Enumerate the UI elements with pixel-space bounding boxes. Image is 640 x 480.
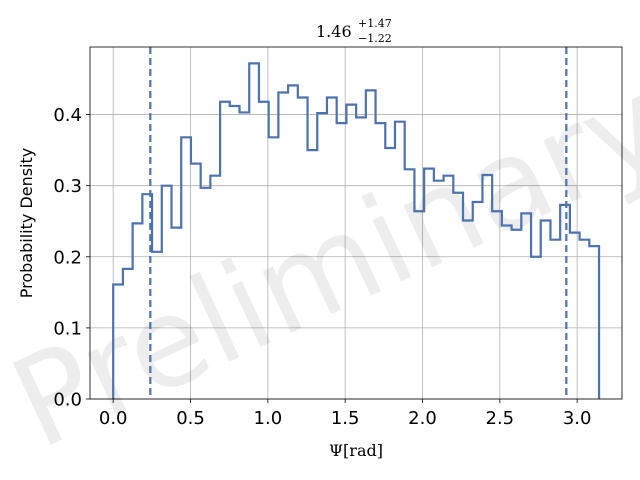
plot-border	[89, 46, 623, 400]
title-lower-error: −1.22	[358, 32, 392, 45]
x-axis-unit: [rad]	[343, 441, 383, 460]
title-value: 1.46	[316, 22, 352, 41]
y-tick-label-0: 0.0	[53, 390, 82, 411]
x-tick-label-2: 1.0	[254, 408, 283, 429]
x-tick-label-4: 2.0	[408, 408, 437, 429]
y-tick-label-3: 0.3	[53, 176, 82, 197]
x-tick-label-6: 3.0	[563, 408, 592, 429]
x-tick-label-3: 1.5	[331, 408, 360, 429]
y-tick-label-1: 0.1	[53, 318, 82, 339]
plot-frame	[89, 46, 623, 400]
histogram-step-line	[112, 62, 601, 399]
y-tick-label-2: 0.2	[53, 247, 82, 268]
x-tick-label-5: 2.5	[486, 408, 515, 429]
axis-labels: Probability Density Ψ[rad] 1.46 +1.47 −1.22	[17, 17, 392, 460]
x-tick-label-0: 0.0	[99, 408, 128, 429]
title-upper-error: +1.47	[358, 17, 392, 30]
x-axis-symbol: Ψ	[329, 441, 343, 460]
y-tick-label-4: 0.4	[53, 105, 82, 126]
x-axis-label: Ψ[rad]	[329, 441, 383, 460]
histogram-series	[112, 47, 601, 399]
x-tick-label-1: 0.5	[176, 408, 205, 429]
y-axis-label: Probability Density	[17, 148, 36, 299]
axis-ticks: 0.0 0.5 1.0 1.5 2.0 2.5 3.0 0.0 0.1 0.2 0.3 0.4	[53, 105, 591, 429]
